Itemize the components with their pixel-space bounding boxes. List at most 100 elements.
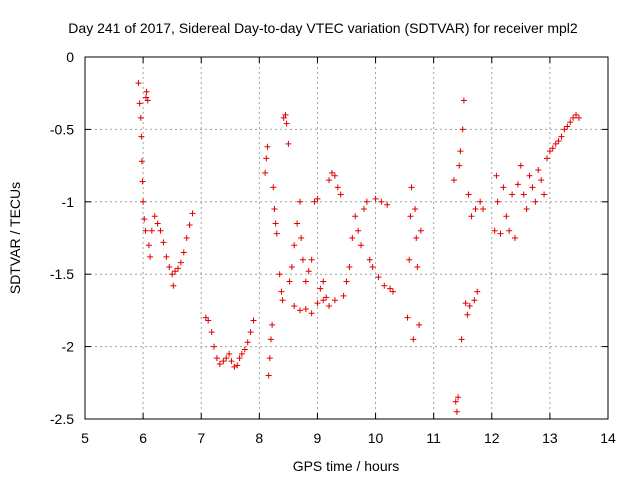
- data-point: [558, 133, 565, 140]
- data-point: [172, 268, 179, 275]
- data-point: [494, 198, 501, 205]
- data-point: [291, 242, 298, 249]
- data-point: [294, 220, 301, 227]
- data-point: [282, 111, 289, 118]
- data-point: [555, 137, 562, 144]
- data-point: [305, 268, 312, 275]
- data-point: [564, 123, 571, 130]
- data-point: [145, 242, 152, 249]
- data-point: [546, 148, 553, 155]
- data-point: [552, 140, 559, 147]
- y-tick-label: -2: [62, 339, 75, 355]
- x-tick-label: 13: [542, 430, 558, 446]
- data-point: [223, 355, 230, 362]
- y-tick-label: -1: [62, 194, 75, 210]
- data-point: [151, 213, 158, 220]
- data-point: [453, 408, 460, 415]
- data-point: [404, 314, 411, 321]
- y-axis-label: SDTVAR / TECUs: [7, 182, 23, 294]
- data-point: [136, 100, 143, 107]
- data-point: [458, 336, 465, 343]
- data-point: [180, 249, 187, 256]
- data-point: [526, 172, 533, 179]
- data-point: [298, 235, 305, 241]
- data-point: [372, 195, 379, 202]
- data-point: [141, 216, 148, 223]
- data-point: [285, 140, 292, 147]
- data-point: [360, 206, 367, 213]
- y-tick-label: 0: [66, 49, 74, 65]
- data-point: [462, 300, 469, 307]
- data-point: [471, 297, 478, 304]
- data-point: [138, 133, 145, 140]
- data-point: [157, 227, 164, 234]
- data-point: [387, 285, 394, 292]
- data-point: [139, 178, 146, 185]
- data-point: [299, 256, 306, 263]
- x-tick-label: 7: [197, 430, 205, 446]
- data-point: [363, 198, 370, 205]
- data-point: [231, 363, 238, 370]
- data-point: [460, 97, 467, 104]
- data-point: [271, 206, 278, 213]
- data-point: [414, 263, 421, 270]
- data-point: [238, 350, 245, 357]
- data-point: [267, 336, 274, 343]
- data-point: [334, 184, 341, 191]
- data-point: [170, 282, 177, 289]
- x-tick-label: 6: [139, 430, 147, 446]
- data-point: [269, 321, 276, 328]
- data-point: [349, 235, 356, 241]
- data-point: [410, 336, 417, 343]
- y-tick-label: -1.5: [50, 266, 74, 282]
- data-point: [236, 355, 243, 362]
- data-point: [532, 198, 539, 205]
- data-point: [509, 191, 516, 198]
- data-point: [234, 362, 241, 369]
- data-point: [575, 114, 582, 121]
- plot-frame: [84, 56, 609, 420]
- data-point: [517, 162, 524, 169]
- data-point: [500, 184, 507, 191]
- x-tick-label: 11: [426, 430, 441, 446]
- x-axis-label: GPS time / hours: [293, 458, 400, 474]
- data-point: [308, 310, 315, 317]
- data-point: [352, 213, 359, 220]
- x-tick-label: 14: [600, 430, 616, 446]
- data-point: [148, 227, 155, 234]
- data-point: [241, 346, 248, 353]
- data-point: [503, 213, 510, 220]
- data-point: [205, 317, 212, 324]
- x-tick-label: 5: [81, 430, 89, 446]
- data-point: [314, 195, 321, 202]
- data-point: [144, 97, 151, 104]
- data-point: [477, 198, 484, 205]
- data-point: [213, 355, 220, 362]
- data-point: [407, 213, 414, 220]
- x-tick-label: 8: [255, 430, 263, 446]
- y-tick-label: -2.5: [50, 411, 74, 427]
- data-point: [331, 297, 338, 304]
- data-point: [174, 265, 181, 272]
- series-trace-c: [262, 111, 396, 379]
- data-point: [320, 297, 327, 304]
- data-point: [543, 155, 550, 162]
- data-point: [366, 256, 373, 263]
- data-point: [302, 305, 309, 312]
- data-point: [226, 350, 233, 357]
- data-point: [308, 256, 315, 263]
- data-point: [208, 329, 215, 336]
- data-point: [163, 253, 170, 260]
- series-trace-a: [135, 80, 196, 289]
- data-point: [278, 288, 285, 295]
- data-point: [343, 278, 350, 285]
- data-point: [147, 253, 154, 260]
- data-point: [358, 242, 365, 249]
- axis-ticks: 5 6 7 8 9 10 11 12 13 14 0 -0.5 -1 -1.5 -2 -2.5: [50, 49, 616, 446]
- data-point: [570, 114, 577, 121]
- x-tick-label: 10: [368, 430, 384, 446]
- data-point: [137, 114, 144, 121]
- data-point: [369, 263, 376, 270]
- data-point: [186, 221, 193, 228]
